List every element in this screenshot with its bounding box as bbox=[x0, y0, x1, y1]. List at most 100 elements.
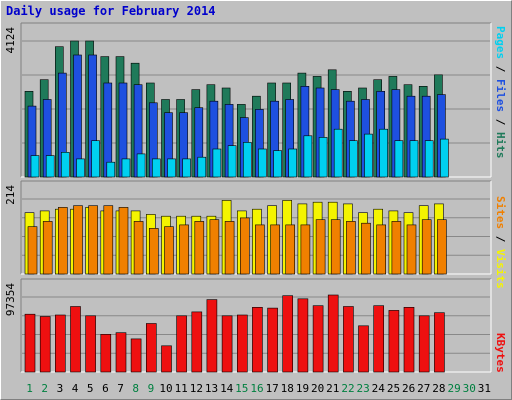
bar-sites-1 bbox=[27, 226, 38, 275]
bar-pages-7 bbox=[121, 158, 131, 178]
chart-title: Daily usage for February 2014 bbox=[6, 4, 216, 18]
x-tick-label: 12 bbox=[190, 382, 203, 395]
bar-sites-16 bbox=[255, 224, 265, 275]
bar-kbytes-7 bbox=[115, 332, 127, 373]
bar-sites-25 bbox=[391, 221, 402, 275]
bar-sites-27 bbox=[421, 219, 432, 275]
legend-mid: Sites / Visits bbox=[494, 196, 507, 289]
x-tick-label: 23 bbox=[356, 382, 369, 395]
bar-pages-27 bbox=[424, 140, 434, 178]
bar-pages-1 bbox=[30, 155, 40, 178]
bar-sites-3 bbox=[57, 207, 68, 275]
bar-kbytes-14 bbox=[221, 315, 233, 373]
bar-sites-20 bbox=[315, 219, 326, 275]
bar-pages-21 bbox=[333, 128, 343, 178]
bar-kbytes-1 bbox=[24, 313, 36, 373]
x-tick-label: 3 bbox=[57, 382, 64, 395]
x-tick-label: 26 bbox=[402, 382, 415, 395]
bar-pages-17 bbox=[273, 150, 282, 178]
x-tick-label: 31 bbox=[478, 382, 491, 395]
bar-kbytes-24 bbox=[373, 305, 385, 373]
bar-pages-23 bbox=[364, 133, 373, 178]
bar-kbytes-2 bbox=[39, 316, 51, 373]
bar-kbytes-18 bbox=[282, 295, 294, 373]
bar-sites-9 bbox=[149, 228, 159, 275]
x-tick-label: 28 bbox=[432, 382, 445, 395]
bar-pages-12 bbox=[197, 156, 207, 178]
x-tick-label: 13 bbox=[205, 382, 218, 395]
x-tick-label: 5 bbox=[87, 382, 94, 395]
bar-pages-5 bbox=[91, 140, 100, 178]
bar-pages-3 bbox=[60, 152, 70, 178]
x-tick-label: 29 bbox=[447, 382, 460, 395]
bar-kbytes-4 bbox=[70, 306, 81, 373]
bar-kbytes-21 bbox=[327, 294, 339, 373]
bar-sites-5 bbox=[88, 205, 98, 275]
bar-sites-17 bbox=[270, 224, 280, 275]
bar-pages-8 bbox=[136, 153, 146, 178]
legend-top: Pages / Files / Hits bbox=[494, 26, 507, 159]
bar-kbytes-15 bbox=[237, 314, 248, 373]
bar-sites-28 bbox=[437, 219, 447, 275]
bar-pages-4 bbox=[76, 158, 85, 178]
bar-pages-14 bbox=[227, 145, 237, 178]
bar-kbytes-10 bbox=[161, 345, 172, 373]
bar-kbytes-27 bbox=[418, 315, 430, 373]
bar-kbytes-22 bbox=[343, 306, 354, 373]
bar-pages-15 bbox=[243, 142, 252, 178]
bar-sites-19 bbox=[300, 224, 311, 275]
bar-sites-2 bbox=[42, 221, 53, 275]
bar-sites-10 bbox=[164, 226, 174, 275]
bar-kbytes-19 bbox=[297, 298, 309, 373]
bar-pages-18 bbox=[288, 148, 298, 178]
bar-kbytes-11 bbox=[176, 315, 187, 373]
x-tick-label: 10 bbox=[159, 382, 172, 395]
bar-kbytes-5 bbox=[85, 315, 96, 373]
x-tick-label: 11 bbox=[175, 382, 188, 395]
bar-kbytes-23 bbox=[358, 325, 369, 373]
bar-kbytes-20 bbox=[312, 305, 324, 373]
bar-kbytes-8 bbox=[130, 338, 142, 373]
x-tick-label: 14 bbox=[220, 382, 234, 395]
x-tick-label: 2 bbox=[41, 382, 48, 395]
bar-pages-10 bbox=[167, 158, 176, 178]
x-tick-label: 25 bbox=[387, 382, 400, 395]
bar-kbytes-12 bbox=[191, 311, 203, 373]
bar-pages-26 bbox=[409, 140, 419, 178]
x-tick-label: 20 bbox=[311, 382, 324, 395]
bar-sites-12 bbox=[194, 221, 205, 275]
x-tick-label: 7 bbox=[117, 382, 124, 395]
x-tick-label: 1 bbox=[26, 382, 33, 395]
bar-pages-2 bbox=[45, 155, 55, 178]
x-tick-label: 8 bbox=[132, 382, 139, 395]
bar-kbytes-3 bbox=[54, 314, 66, 373]
bar-sites-22 bbox=[346, 221, 356, 275]
bar-pages-28 bbox=[440, 138, 449, 178]
x-tick-label: 21 bbox=[326, 382, 339, 395]
x-tick-label: 24 bbox=[372, 382, 386, 395]
max-label-mid: 214 bbox=[4, 185, 17, 205]
x-tick-label: 4 bbox=[72, 382, 79, 395]
x-tick-label: 27 bbox=[417, 382, 430, 395]
legend-bottom: KBytes bbox=[494, 333, 507, 373]
x-tick-label: 6 bbox=[102, 382, 109, 395]
bar-sites-13 bbox=[209, 219, 220, 275]
x-tick-label: 9 bbox=[148, 382, 155, 395]
bar-pages-19 bbox=[303, 135, 313, 178]
bar-sites-24 bbox=[376, 224, 387, 275]
bar-kbytes-13 bbox=[206, 299, 218, 373]
bar-pages-22 bbox=[349, 140, 358, 178]
bar-kbytes-28 bbox=[434, 312, 445, 373]
x-tick-label: 17 bbox=[266, 382, 279, 395]
x-tick-label: 19 bbox=[296, 382, 309, 395]
bar-pages-11 bbox=[182, 158, 191, 178]
bar-kbytes-16 bbox=[252, 306, 263, 373]
x-tick-label: 15 bbox=[235, 382, 248, 395]
bar-pages-9 bbox=[152, 158, 161, 178]
bar-sites-11 bbox=[179, 224, 189, 275]
bar-pages-20 bbox=[318, 137, 328, 178]
bar-pages-6 bbox=[106, 161, 116, 178]
bar-kbytes-9 bbox=[146, 323, 157, 373]
bar-kbytes-17 bbox=[267, 307, 278, 373]
bar-sites-6 bbox=[103, 205, 114, 275]
